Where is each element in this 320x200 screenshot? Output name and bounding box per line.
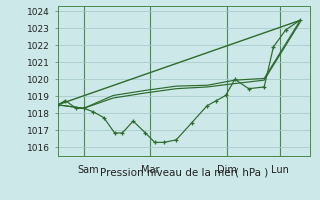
- Text: Mar: Mar: [141, 165, 159, 175]
- X-axis label: Pression niveau de la mer( hPa ): Pression niveau de la mer( hPa ): [100, 167, 268, 177]
- Text: Sam: Sam: [78, 165, 99, 175]
- Text: Lun: Lun: [271, 165, 289, 175]
- Text: Dim: Dim: [217, 165, 237, 175]
